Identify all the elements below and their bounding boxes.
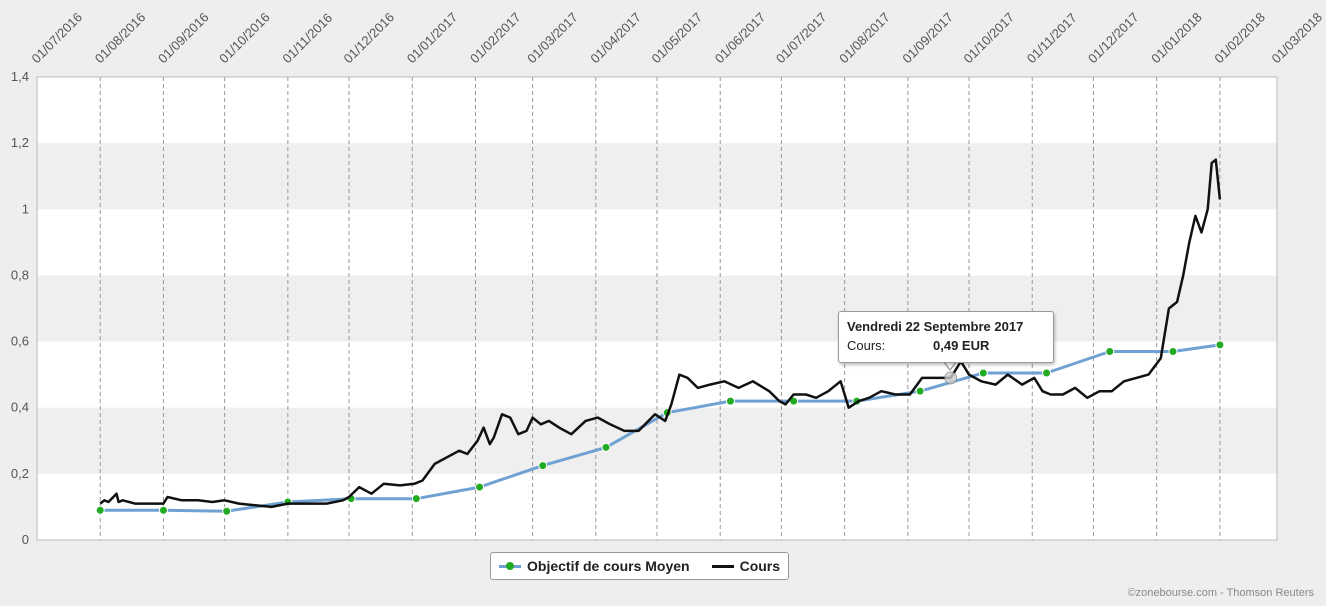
x-tick-label: 01/06/2017 — [712, 9, 769, 66]
data-point-objectif — [601, 442, 611, 452]
series-line-cours — [99, 158, 1222, 509]
y-tick-label: 0 — [22, 532, 29, 547]
legend-label-cours: Cours — [739, 558, 781, 574]
y-tick-label: 0,6 — [11, 334, 29, 349]
x-tick-label: 01/10/2016 — [216, 9, 273, 66]
plot-frame — [36, 76, 1278, 541]
data-point-objectif — [1168, 346, 1178, 356]
y-tick-label: 0,2 — [11, 466, 29, 481]
y-tick-label: 0,8 — [11, 267, 29, 282]
x-tick-label: 01/03/2018 — [1269, 9, 1326, 66]
x-axis-ticks: 01/07/2016 01/08/2016 01/09/2016 01/10/2016… — [29, 9, 1326, 66]
x-tick-label: 01/08/2017 — [836, 9, 893, 66]
x-tick-label: 01/02/2018 — [1211, 9, 1268, 66]
source-credit: ©zonebourse.com - Thomson Reuters — [1127, 587, 1314, 599]
x-tick-label: 01/12/2016 — [341, 9, 398, 66]
y-tick-label: 1,2 — [11, 135, 29, 150]
legend-symbol-cours — [711, 561, 734, 571]
legend-item-cours[interactable]: Cours — [711, 558, 781, 574]
chart-legend: Objectif de cours Moyen Cours — [490, 552, 789, 580]
legend-label-objectif: Objectif de cours Moyen — [527, 558, 690, 574]
x-tick-label: 01/08/2016 — [92, 9, 149, 66]
chart-tooltip: Vendredi 22 Septembre 2017 Cours: 0,49 E… — [838, 311, 1054, 363]
data-point-objectif — [475, 482, 485, 492]
data-point-objectif — [1042, 368, 1052, 378]
x-tick-label: 01/03/2017 — [524, 9, 581, 66]
series-cours — [99, 158, 1222, 509]
x-tick-label: 01/01/2018 — [1148, 9, 1205, 66]
x-tick-label: 01/12/2017 — [1085, 9, 1142, 66]
x-tick-label: 01/11/2016 — [279, 10, 335, 66]
x-tick-label: 01/05/2017 — [649, 9, 706, 66]
data-point-objectif — [158, 505, 168, 515]
x-tick-label: 01/01/2017 — [404, 9, 461, 66]
x-tick-label: 01/10/2017 — [961, 9, 1018, 66]
legend-dot — [506, 562, 514, 570]
data-point-objectif — [411, 494, 421, 504]
legend-line — [711, 565, 734, 568]
x-tick-label: 01/07/2017 — [773, 9, 830, 66]
y-tick-label: 1,4 — [11, 69, 29, 84]
tooltip-title: Vendredi 22 Septembre 2017 — [847, 319, 1024, 334]
legend-symbol-objectif — [499, 561, 521, 571]
vertical-gridlines — [99, 77, 1221, 540]
x-tick-label: 01/02/2017 — [467, 9, 524, 66]
hover-marker — [944, 371, 958, 385]
tooltip-value: 0,49 EUR — [933, 338, 990, 353]
legend-item-objectif[interactable]: Objectif de cours Moyen — [499, 558, 690, 574]
data-point-objectif — [538, 461, 548, 471]
x-tick-label: 01/09/2017 — [899, 9, 956, 66]
data-point-objectif — [1105, 346, 1115, 356]
data-point-objectif — [725, 396, 735, 406]
x-tick-label: 01/04/2017 — [587, 9, 644, 66]
tooltip-pointer-fill — [944, 361, 956, 369]
data-point-objectif — [1215, 340, 1225, 350]
data-point-objectif — [222, 506, 232, 516]
data-point-objectif — [95, 505, 105, 515]
y-tick-label: 1 — [22, 201, 29, 216]
y-tick-label: 0,4 — [11, 400, 29, 415]
tooltip-row: Cours: 0,49 EUR — [847, 338, 1045, 353]
x-tick-label: 01/11/2017 — [1024, 10, 1080, 66]
tooltip-label: Cours: — [847, 338, 886, 353]
y-axis-ticks: 0 0,2 0,4 0,6 0,8 1 1,2 1,4 — [11, 69, 29, 547]
data-point-objectif — [915, 386, 925, 396]
hover-point — [944, 371, 958, 385]
data-point-objectif — [978, 368, 988, 378]
x-tick-label: 01/07/2016 — [29, 9, 86, 66]
x-tick-label: 01/09/2016 — [155, 9, 212, 66]
